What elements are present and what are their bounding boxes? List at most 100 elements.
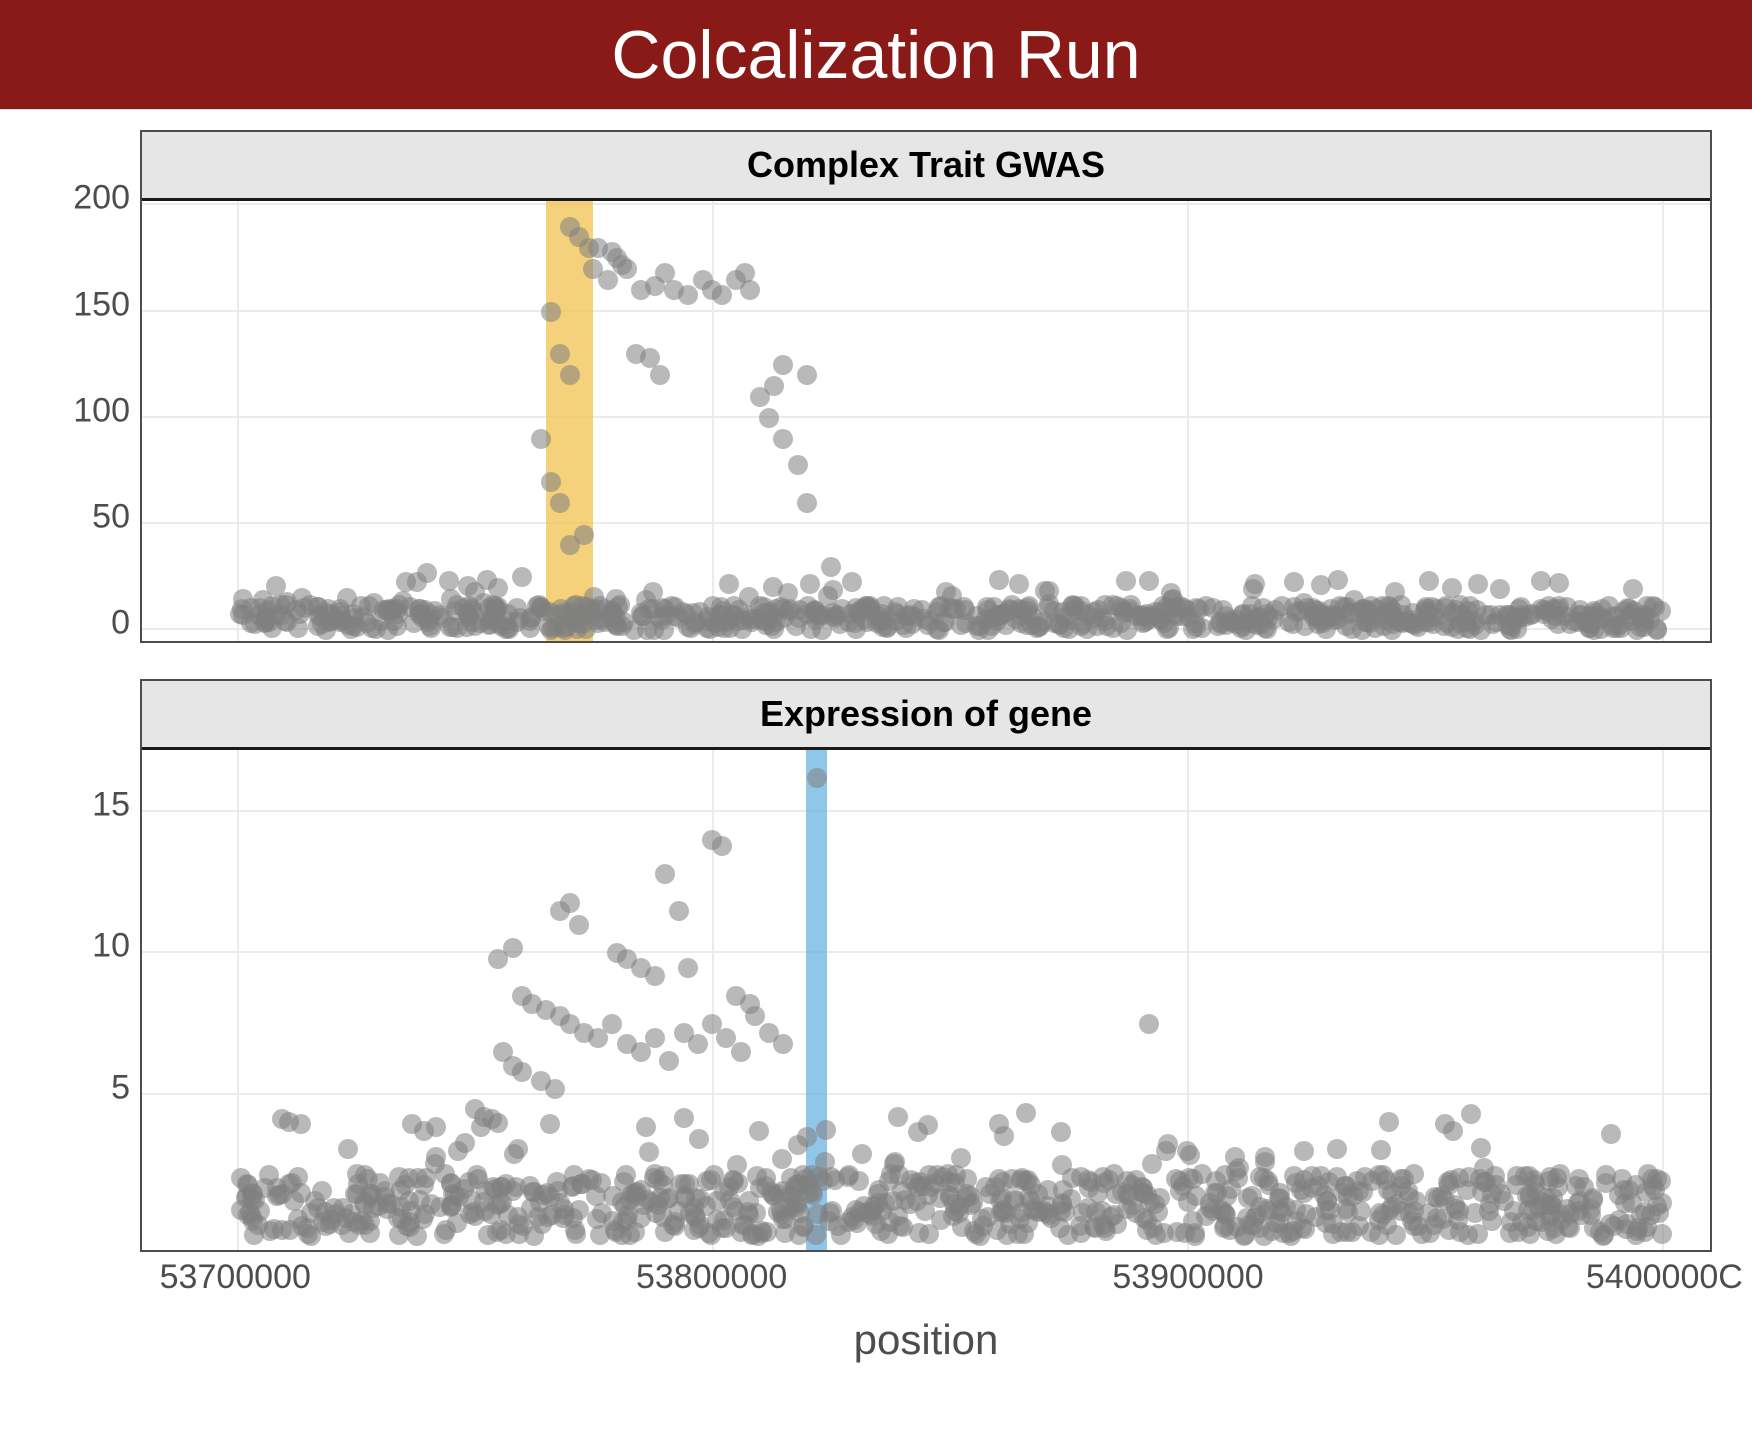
y-tick-label: 100 bbox=[73, 391, 130, 430]
scatter-point bbox=[1150, 1188, 1170, 1208]
scatter-point bbox=[900, 1194, 920, 1214]
scatter-point bbox=[560, 365, 580, 385]
scatter-point bbox=[645, 966, 665, 986]
scatter-point bbox=[1457, 618, 1477, 638]
scatter-point bbox=[1078, 1170, 1098, 1190]
scatter-point bbox=[1355, 1167, 1375, 1187]
scatter-point bbox=[723, 1197, 743, 1217]
scatter-point bbox=[773, 429, 793, 449]
scatter-point bbox=[1583, 1190, 1603, 1210]
scatter-point bbox=[659, 1051, 679, 1071]
scatter-point bbox=[1461, 1104, 1481, 1124]
facet-strip: Complex Trait GWAS bbox=[142, 132, 1710, 201]
scatter-point bbox=[1206, 1171, 1226, 1191]
scatter-point bbox=[743, 1224, 763, 1244]
scatter-point bbox=[1419, 571, 1439, 591]
scatter-point bbox=[636, 1117, 656, 1137]
scatter-point bbox=[873, 611, 893, 631]
y-axis: 050100150200 bbox=[40, 130, 140, 634]
scatter-point bbox=[399, 1168, 419, 1188]
scatter-point bbox=[448, 1141, 468, 1161]
scatter-point bbox=[1649, 1203, 1669, 1223]
scatter-point bbox=[1338, 1202, 1358, 1222]
scatter-point bbox=[1531, 599, 1551, 619]
scatter-point bbox=[550, 493, 570, 513]
scatter-point bbox=[800, 574, 820, 594]
scatter-point bbox=[773, 1034, 793, 1054]
scatter-point bbox=[602, 604, 622, 624]
scatter-point bbox=[645, 1028, 665, 1048]
scatter-point bbox=[992, 1188, 1012, 1208]
scatter-point bbox=[639, 1142, 659, 1162]
scatter-point bbox=[279, 1112, 299, 1132]
scatter-point bbox=[1238, 1188, 1258, 1208]
scatter-point bbox=[942, 586, 962, 606]
scatter-point bbox=[885, 1152, 905, 1172]
gridline-vertical bbox=[1187, 201, 1189, 641]
scatter-point bbox=[821, 557, 841, 577]
scatter-point bbox=[678, 285, 698, 305]
plot-area bbox=[142, 750, 1710, 1250]
scatter-point bbox=[689, 1129, 709, 1149]
scatter-point bbox=[719, 1177, 739, 1197]
scatter-point bbox=[1211, 1200, 1231, 1220]
scatter-point bbox=[1467, 600, 1487, 620]
plot-area bbox=[142, 201, 1710, 641]
gridline-horizontal bbox=[142, 810, 1710, 812]
scatter-point bbox=[245, 1190, 265, 1210]
scatter-point bbox=[384, 611, 404, 631]
scatter-point bbox=[1051, 1122, 1071, 1142]
scatter-point bbox=[914, 609, 934, 629]
scatter-point bbox=[844, 1210, 864, 1230]
scatter-point bbox=[773, 355, 793, 375]
scatter-point bbox=[846, 619, 866, 639]
y-tick-label: 15 bbox=[92, 786, 130, 825]
scatter-point bbox=[396, 572, 416, 592]
scatter-point bbox=[298, 1224, 318, 1244]
scatter-point bbox=[1328, 570, 1348, 590]
charts-container: 050100150200Complex Trait GWAS51015Expre… bbox=[0, 110, 1752, 1364]
scatter-point bbox=[288, 1167, 308, 1187]
gridline-vertical bbox=[712, 201, 714, 641]
gridline-vertical bbox=[1662, 201, 1664, 641]
scatter-point bbox=[1468, 574, 1488, 594]
scatter-point bbox=[625, 1183, 645, 1203]
scatter-point bbox=[775, 1223, 795, 1243]
scatter-point bbox=[1449, 1168, 1469, 1188]
scatter-point bbox=[1052, 1195, 1072, 1215]
scatter-point bbox=[1450, 1222, 1470, 1242]
scatter-point bbox=[945, 1173, 965, 1193]
scatter-point bbox=[1482, 1184, 1502, 1204]
scatter-point bbox=[1269, 1188, 1289, 1208]
y-tick-label: 200 bbox=[73, 179, 130, 218]
scatter-point bbox=[1423, 614, 1443, 634]
scatter-point bbox=[645, 1164, 665, 1184]
scatter-point bbox=[1474, 1158, 1494, 1178]
scatter-point bbox=[470, 613, 490, 633]
scatter-point bbox=[550, 901, 570, 921]
scatter-point bbox=[550, 344, 570, 364]
scatter-point bbox=[1012, 1202, 1032, 1222]
scatter-point bbox=[1500, 619, 1520, 639]
scatter-point bbox=[1623, 579, 1643, 599]
scatter-point bbox=[1471, 1138, 1491, 1158]
scatter-point bbox=[797, 604, 817, 624]
scatter-point bbox=[512, 1062, 532, 1082]
scatter-point bbox=[727, 1155, 747, 1175]
scatter-point bbox=[1585, 606, 1605, 626]
scatter-point bbox=[1651, 601, 1671, 621]
scatter-point bbox=[735, 263, 755, 283]
scatter-point bbox=[338, 1139, 358, 1159]
scatter-point bbox=[1619, 599, 1639, 619]
scatter-point bbox=[1142, 1154, 1162, 1174]
scatter-point bbox=[823, 603, 843, 623]
scatter-point bbox=[1569, 1169, 1589, 1189]
scatter-point bbox=[788, 455, 808, 475]
chart-panel: Expression of gene bbox=[140, 679, 1712, 1252]
scatter-point bbox=[1340, 604, 1360, 624]
scatter-point bbox=[582, 1170, 602, 1190]
scatter-point bbox=[1139, 571, 1159, 591]
y-tick-label: 0 bbox=[111, 604, 130, 643]
gridline-horizontal bbox=[142, 416, 1710, 418]
x-tick-label: 53700000 bbox=[160, 1258, 311, 1297]
